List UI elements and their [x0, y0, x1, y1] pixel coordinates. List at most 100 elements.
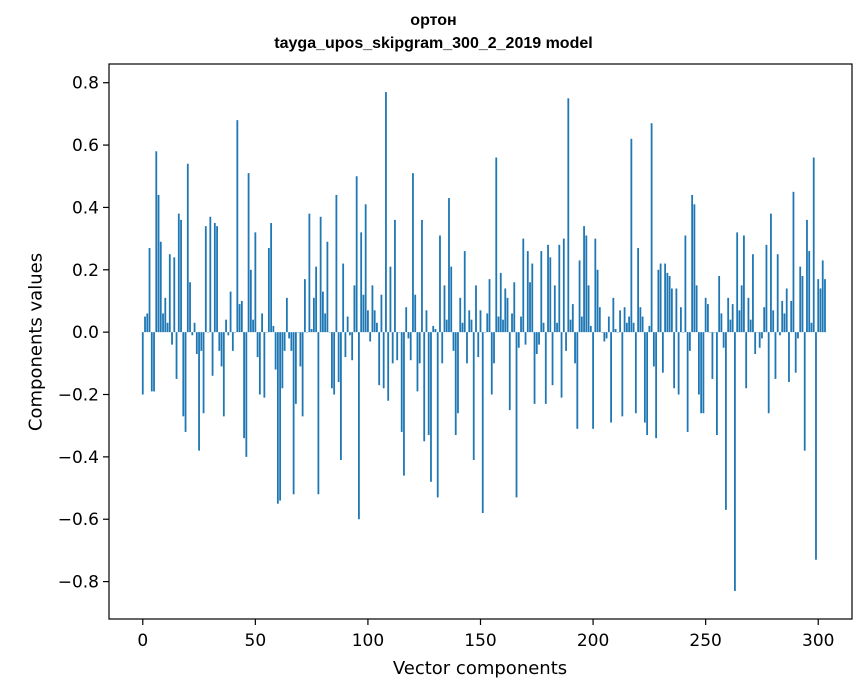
bar [333, 332, 335, 394]
bar [342, 264, 344, 333]
bar [675, 288, 677, 332]
x-tick-label: 50 [245, 631, 267, 651]
bar [432, 326, 434, 332]
bar [324, 313, 326, 332]
bar [149, 248, 151, 332]
bar [209, 217, 211, 332]
bar [214, 223, 216, 332]
bar [648, 326, 650, 332]
bar [727, 298, 729, 332]
bar [387, 332, 389, 401]
bar [477, 332, 479, 357]
bar [624, 307, 626, 332]
bar [741, 285, 743, 332]
bar [356, 176, 358, 332]
bar [367, 310, 369, 332]
bar [653, 332, 655, 366]
bar [236, 120, 238, 332]
bar [750, 320, 752, 332]
bar [565, 332, 567, 351]
bar [376, 323, 378, 332]
bar [630, 139, 632, 332]
bar [473, 332, 475, 460]
bar [761, 332, 763, 338]
bar [730, 320, 732, 332]
bar [581, 317, 583, 333]
bar [144, 317, 146, 333]
bar [799, 267, 801, 332]
bar [466, 332, 468, 363]
bar [331, 332, 333, 388]
bar [813, 158, 815, 333]
bar [259, 332, 261, 394]
bar [169, 254, 171, 332]
bar [545, 332, 547, 404]
bar [531, 264, 533, 333]
bar [462, 323, 464, 332]
bar [336, 195, 338, 332]
bar [358, 332, 360, 519]
bar [439, 235, 441, 332]
bar [171, 332, 173, 344]
bar [666, 273, 668, 332]
bar [196, 332, 198, 354]
bar [775, 332, 777, 379]
bar [536, 332, 538, 354]
y-tick-label: 0.8 [72, 74, 99, 94]
bar [576, 332, 578, 429]
bar [509, 332, 511, 410]
bar [281, 332, 283, 388]
bar [155, 151, 157, 332]
bar [290, 332, 292, 351]
bar [592, 332, 594, 429]
bar [525, 332, 527, 344]
y-tick-label: −0.6 [58, 510, 99, 530]
bar [176, 332, 178, 379]
bar [396, 332, 398, 360]
bar [684, 235, 686, 332]
bar [700, 332, 702, 413]
bar [808, 251, 810, 332]
bar [655, 332, 657, 438]
bar [822, 260, 824, 332]
bar [239, 304, 241, 332]
bar [394, 220, 396, 332]
bar [435, 329, 437, 332]
bar [520, 317, 522, 333]
bar [308, 214, 310, 332]
bar [304, 279, 306, 332]
bar [540, 251, 542, 332]
bar [189, 282, 191, 332]
bar [403, 332, 405, 475]
bar [200, 332, 202, 351]
bar [459, 298, 461, 332]
bar [313, 298, 315, 332]
bar [529, 282, 531, 332]
bar [507, 298, 509, 332]
bar [245, 332, 247, 457]
bar [626, 323, 628, 332]
bar [718, 276, 720, 332]
bar [480, 310, 482, 332]
bar [419, 332, 421, 363]
bar [457, 332, 459, 413]
bar [322, 292, 324, 333]
bar [554, 285, 556, 332]
bar [687, 332, 689, 432]
bar [268, 248, 270, 332]
bar [381, 295, 383, 332]
bar [194, 323, 196, 332]
bar [680, 307, 682, 332]
bar [279, 332, 281, 500]
bar [793, 192, 795, 332]
bar [628, 317, 630, 333]
bar [716, 332, 718, 435]
bar [820, 288, 822, 332]
bar [585, 235, 587, 332]
bar [588, 285, 590, 332]
bar [185, 332, 187, 432]
bar [317, 332, 319, 494]
bar [504, 288, 506, 332]
bar [817, 279, 819, 332]
bar [561, 332, 563, 397]
